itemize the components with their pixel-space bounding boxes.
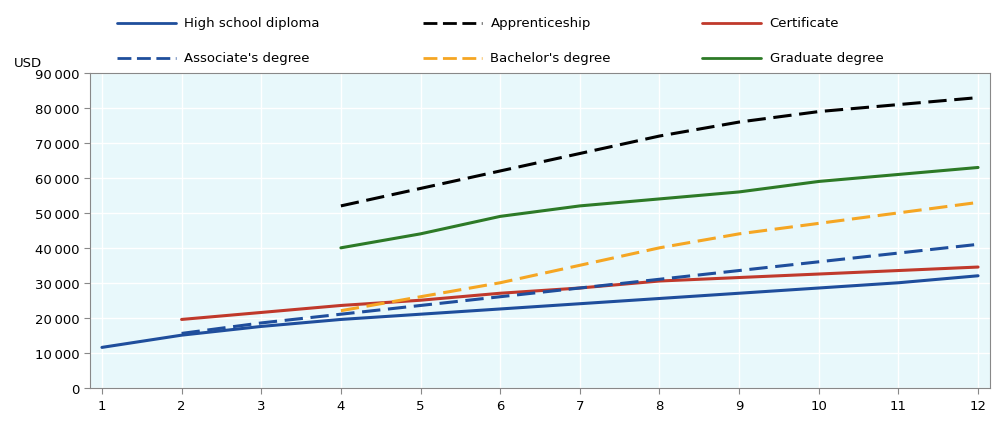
Text: High school diploma: High school diploma [184,17,320,30]
Associate's degree [653,277,665,282]
Graduate degree [494,214,506,219]
High school diploma [653,296,665,301]
Text: Apprenticeship: Apprenticeship [490,17,591,30]
Associate's degree [415,303,427,308]
Bachelor's degree [415,294,427,299]
Graduate degree [335,246,347,251]
Line: Bachelor's degree: Bachelor's degree [341,203,978,311]
Bachelor's degree [733,232,745,237]
Graduate degree [733,190,745,195]
Line: High school diploma: High school diploma [102,276,978,348]
Graduate degree [653,197,665,202]
Certificate [335,303,347,308]
High school diploma [892,281,904,286]
Associate's degree [335,312,347,317]
Bachelor's degree [653,246,665,251]
Certificate [415,298,427,303]
Point [111,21,123,26]
High school diploma [415,312,427,317]
Certificate [653,279,665,284]
Graduate degree [415,232,427,237]
Text: Bachelor's degree: Bachelor's degree [490,52,611,65]
Apprenticeship [653,134,665,139]
Point [417,56,429,61]
Certificate [892,268,904,273]
Certificate [494,291,506,296]
High school diploma [733,291,745,296]
Certificate [574,286,586,291]
Point [476,56,488,61]
Point [170,56,182,61]
Text: Graduate degree: Graduate degree [770,52,883,65]
Point [111,56,123,61]
Apprenticeship [335,204,347,209]
Point [696,56,708,61]
Bachelor's degree [813,221,825,226]
Apprenticeship [813,110,825,115]
Bachelor's degree [335,308,347,314]
Apprenticeship [733,120,745,125]
Line: Associate's degree: Associate's degree [182,245,978,334]
Line: Apprenticeship: Apprenticeship [341,98,978,207]
Bachelor's degree [494,281,506,286]
Point [476,21,488,26]
High school diploma [813,286,825,291]
Line: Certificate: Certificate [182,268,978,320]
Associate's degree [813,259,825,265]
Associate's degree [972,242,984,248]
High school diploma [574,302,586,307]
Line: Graduate degree: Graduate degree [341,168,978,248]
High school diploma [255,324,267,329]
Associate's degree [176,331,188,336]
Associate's degree [574,286,586,291]
Text: Certificate: Certificate [770,17,839,30]
Apprenticeship [415,187,427,192]
Text: USD: USD [14,57,42,70]
Bachelor's degree [972,200,984,205]
Graduate degree [813,179,825,184]
Point [755,21,767,26]
Point [696,21,708,26]
Certificate [255,310,267,315]
Certificate [813,272,825,277]
Associate's degree [255,321,267,326]
Bachelor's degree [574,263,586,268]
High school diploma [96,345,108,350]
Point [170,21,182,26]
Graduate degree [574,204,586,209]
High school diploma [335,317,347,322]
Point [417,21,429,26]
Point [755,56,767,61]
Apprenticeship [494,169,506,174]
Apprenticeship [574,152,586,157]
Apprenticeship [972,96,984,101]
High school diploma [494,307,506,312]
Text: Associate's degree: Associate's degree [184,52,310,65]
Graduate degree [892,173,904,178]
Certificate [972,265,984,270]
Certificate [733,275,745,280]
Graduate degree [972,166,984,171]
Bachelor's degree [892,211,904,216]
Associate's degree [494,294,506,299]
Certificate [176,317,188,322]
Associate's degree [892,251,904,256]
Associate's degree [733,268,745,273]
Apprenticeship [892,103,904,108]
High school diploma [176,333,188,338]
High school diploma [972,273,984,279]
